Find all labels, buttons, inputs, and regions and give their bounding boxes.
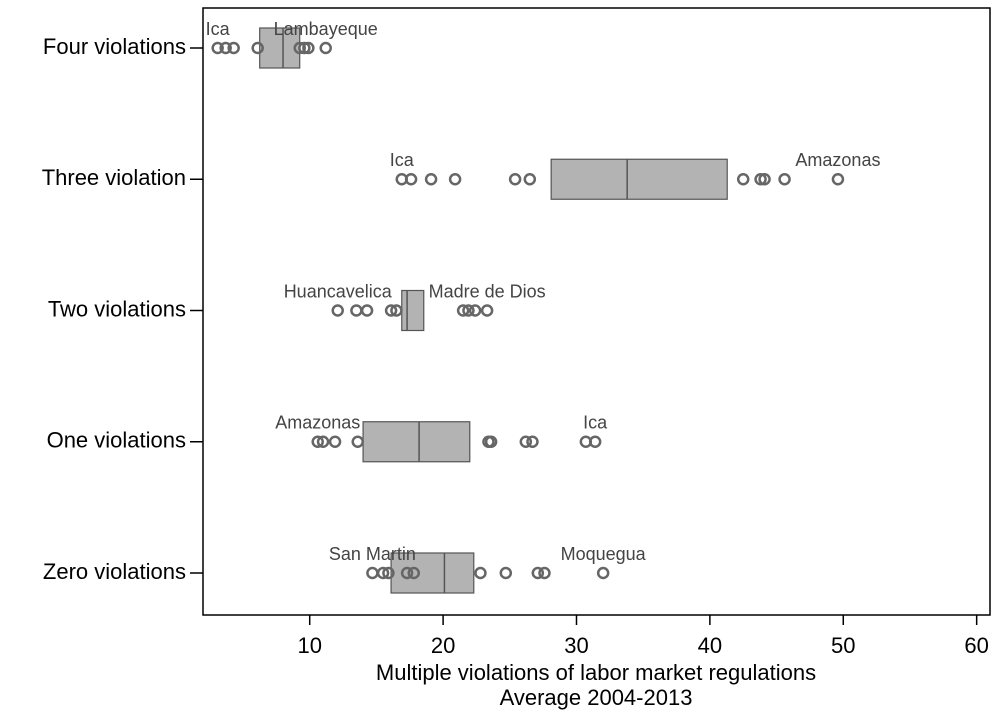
outlier-point [736,173,750,186]
outlier-point [251,41,264,55]
box [259,27,301,69]
outlier-point [227,41,240,55]
point-label: Huancavelica [284,281,393,301]
box [362,421,471,463]
outlier-point [331,304,344,317]
point-label: Amazonas [275,413,360,433]
outlier-point [831,173,845,186]
outlier-point [376,566,390,580]
category-label: Four violations [43,34,186,59]
outlier-point [519,435,533,448]
outlier-point [596,566,610,580]
x-tick-label: 60 [964,633,988,658]
outlier-point [350,304,363,317]
plot-frame [202,7,991,616]
outlier-point [302,41,315,55]
outlier-point [219,41,232,55]
x-tick-label: 30 [564,633,588,658]
outlier-point [400,566,414,580]
x-axis-title: Multiple violations of labor market regu… [376,660,816,685]
outlier-point [778,173,791,186]
point-label: Ica [390,150,415,170]
outlier-point [758,173,771,186]
outlier-point [293,41,306,55]
outlier-point [508,173,522,186]
outlier-point [754,173,767,186]
outlier-point [588,435,602,448]
outlier-point [211,41,224,55]
point-label: Amazonas [795,150,880,170]
x-tick-label: 10 [297,633,321,658]
outlier-point [407,566,421,580]
outlier-point [523,173,537,186]
point-label: Ica [583,413,608,433]
outlier-point [298,41,311,55]
x-tick-label: 40 [698,633,722,658]
outlier-point [468,304,482,317]
outlier-point [384,304,398,317]
outlier-point [480,304,494,317]
box [390,552,475,594]
outlier-point [499,566,513,580]
outlier-point [382,566,395,580]
outlier-point [531,566,545,580]
x-tick-label: 20 [431,633,455,658]
point-label: Lambayeque [274,19,378,39]
category-label: One violations [47,428,186,453]
outlier-point [484,435,498,448]
outlier-point [360,304,374,317]
outlier-point [538,566,551,580]
box [401,289,425,332]
outlier-point [366,566,379,580]
outlier-point [311,435,324,448]
point-label: Madre de Dios [429,281,546,301]
outlier-point [328,435,342,448]
outlier-point [319,41,332,55]
box [550,158,728,200]
category-label: Two violations [48,296,186,321]
x-axis-subtitle: Average 2004-2013 [500,685,693,710]
point-label: Ica [206,19,231,39]
outlier-point [456,304,470,317]
outlier-point [424,173,438,186]
x-tick-label: 50 [831,633,855,658]
outlier-point [404,173,418,186]
point-label: Moquegua [561,544,647,564]
outlier-point [316,435,330,448]
category-label: Three violation [42,165,186,190]
category-label: Zero violations [43,559,186,584]
outlier-point [474,566,487,580]
outlier-point [448,173,462,186]
outlier-point [462,304,475,317]
outlier-point [351,435,364,448]
outlier-point [390,304,403,317]
point-label: San Martin [329,544,416,564]
outlier-point [526,435,539,448]
